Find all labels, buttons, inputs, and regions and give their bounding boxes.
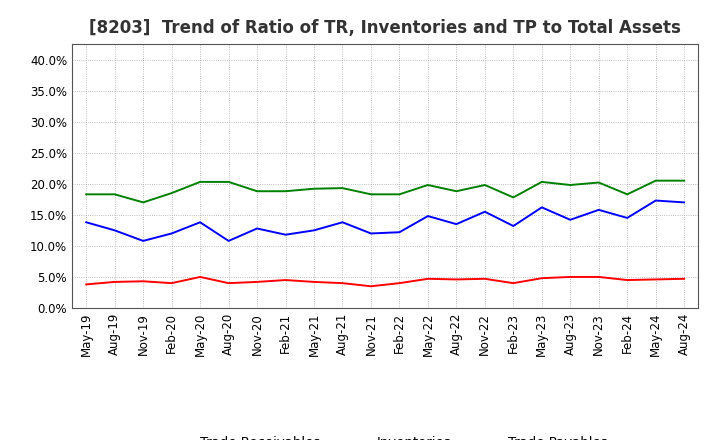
Trade Payables (167, 191, 176, 196)
Trade Receivables (623, 277, 631, 282)
Trade Receivables (196, 274, 204, 279)
Trade Payables (82, 192, 91, 197)
Inventories (338, 220, 347, 225)
Inventories (480, 209, 489, 214)
Inventories (225, 238, 233, 244)
Trade Payables (395, 192, 404, 197)
Inventories (623, 215, 631, 220)
Trade Payables (196, 179, 204, 184)
Inventories (310, 228, 318, 233)
Trade Payables (110, 192, 119, 197)
Trade Receivables (139, 279, 148, 284)
Trade Receivables (253, 279, 261, 285)
Legend: Trade Receivables, Inventories, Trade Payables: Trade Receivables, Inventories, Trade Pa… (158, 431, 613, 440)
Trade Payables (423, 182, 432, 187)
Inventories (566, 217, 575, 223)
Trade Payables (566, 182, 575, 187)
Trade Payables (623, 192, 631, 197)
Inventories (139, 238, 148, 244)
Trade Payables (652, 178, 660, 183)
Trade Payables (253, 189, 261, 194)
Inventories (423, 213, 432, 219)
Trade Receivables (480, 276, 489, 282)
Inventories (253, 226, 261, 231)
Trade Receivables (680, 276, 688, 282)
Trade Receivables (537, 275, 546, 281)
Trade Payables (225, 179, 233, 184)
Line: Trade Receivables: Trade Receivables (86, 277, 684, 286)
Trade Payables (595, 180, 603, 185)
Inventories (509, 224, 518, 229)
Trade Payables (509, 195, 518, 200)
Trade Receivables (509, 281, 518, 286)
Trade Payables (680, 178, 688, 183)
Inventories (680, 200, 688, 205)
Trade Receivables (310, 279, 318, 285)
Trade Receivables (167, 281, 176, 286)
Inventories (537, 205, 546, 210)
Trade Receivables (595, 274, 603, 279)
Inventories (110, 228, 119, 233)
Trade Payables (537, 179, 546, 184)
Trade Payables (366, 192, 375, 197)
Trade Receivables (452, 277, 461, 282)
Inventories (452, 221, 461, 227)
Trade Receivables (82, 282, 91, 287)
Trade Receivables (225, 281, 233, 286)
Inventories (196, 220, 204, 225)
Line: Inventories: Inventories (86, 201, 684, 241)
Inventories (366, 231, 375, 236)
Trade Payables (139, 200, 148, 205)
Inventories (282, 232, 290, 237)
Title: [8203]  Trend of Ratio of TR, Inventories and TP to Total Assets: [8203] Trend of Ratio of TR, Inventories… (89, 19, 681, 37)
Trade Receivables (566, 274, 575, 279)
Trade Receivables (423, 276, 432, 282)
Trade Payables (452, 189, 461, 194)
Trade Payables (310, 186, 318, 191)
Trade Receivables (395, 281, 404, 286)
Inventories (652, 198, 660, 203)
Line: Trade Payables: Trade Payables (86, 181, 684, 202)
Inventories (395, 230, 404, 235)
Trade Payables (480, 182, 489, 187)
Inventories (82, 220, 91, 225)
Inventories (167, 231, 176, 236)
Trade Payables (282, 189, 290, 194)
Trade Payables (338, 186, 347, 191)
Trade Receivables (366, 284, 375, 289)
Trade Receivables (652, 277, 660, 282)
Trade Receivables (338, 281, 347, 286)
Trade Receivables (110, 279, 119, 285)
Trade Receivables (282, 277, 290, 282)
Inventories (595, 207, 603, 213)
